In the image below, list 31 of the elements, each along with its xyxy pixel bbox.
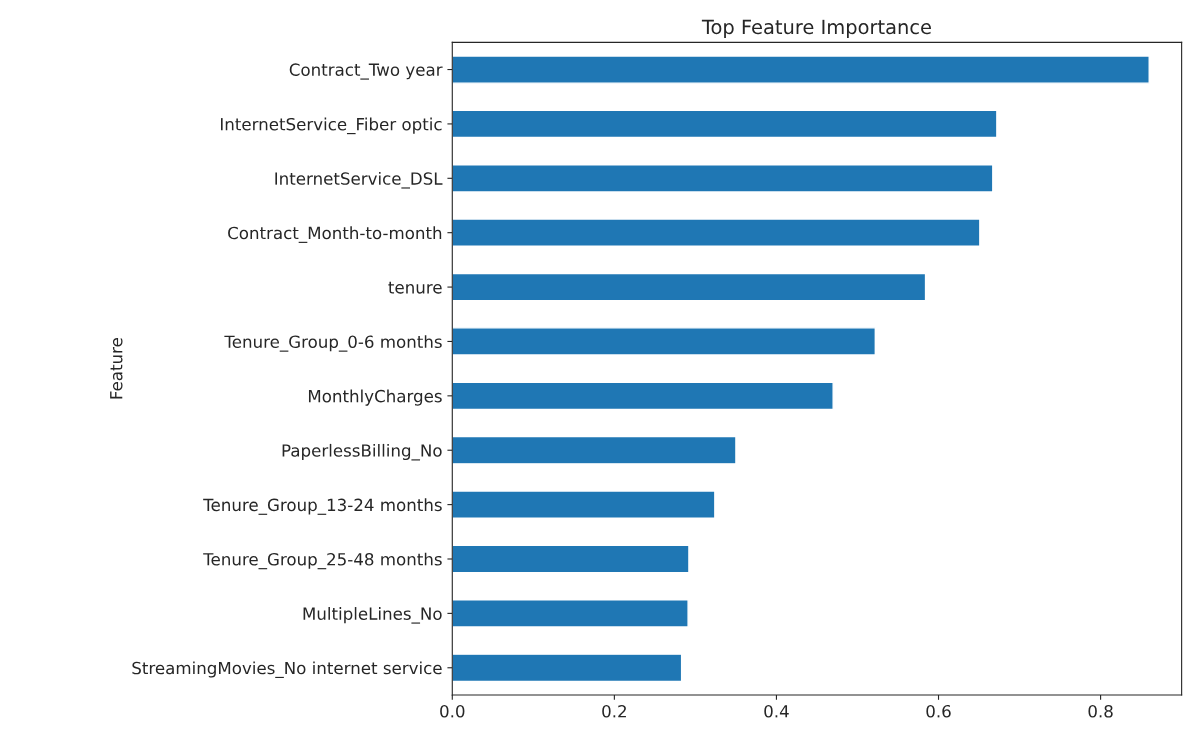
- y-tick-label: MonthlyCharges: [308, 389, 442, 406]
- bar: [452, 327, 877, 356]
- chart-title: Top Feature Importance: [701, 19, 931, 39]
- bar: [452, 109, 998, 139]
- bar: [452, 435, 737, 465]
- x-tick-label: 0.0: [440, 704, 465, 718]
- bar: [452, 218, 981, 247]
- y-tick-label: InternetService_Fiber optic: [220, 117, 442, 135]
- y-tick-label: PaperlessBilling_No: [282, 443, 442, 461]
- bar: [452, 544, 690, 574]
- y-axis-title: Feature: [110, 338, 123, 399]
- bar: [452, 272, 927, 302]
- bar: [452, 653, 683, 683]
- y-tick-label: Contract_Two year: [289, 63, 443, 80]
- y-tick-label: Contract_Month-to-month: [228, 226, 442, 243]
- y-tick-label: InternetService_DSL: [275, 171, 443, 189]
- bar: [452, 490, 716, 519]
- y-tick-label: tenure: [388, 281, 442, 294]
- bar: [452, 599, 689, 628]
- x-tick-label: 0.8: [1088, 704, 1113, 718]
- bar: [452, 55, 1150, 84]
- bar: [452, 164, 994, 193]
- y-tick-label: Tenure_Group_0-6 months: [224, 335, 442, 352]
- y-tick-label: Tenure_Group_25-48 months: [203, 552, 442, 570]
- bar: [452, 381, 834, 411]
- y-tick-label: StreamingMovies_No internet service: [132, 661, 442, 679]
- x-tick-label: 0.6: [926, 704, 951, 718]
- x-tick-label: 0.2: [602, 704, 626, 718]
- x-tick-label: 0.4: [764, 704, 789, 718]
- y-tick-label: Tenure_Group_13-24 months: [203, 498, 442, 515]
- y-tick-label: MultipleLines_No: [303, 607, 442, 624]
